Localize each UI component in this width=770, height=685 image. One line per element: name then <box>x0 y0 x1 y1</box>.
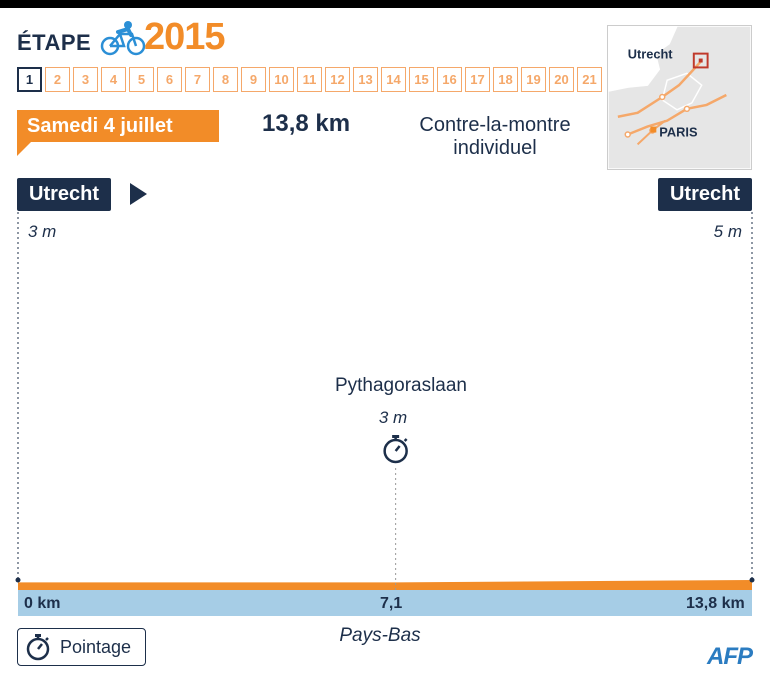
stage-17: 17 <box>465 67 490 92</box>
start-arrow-icon <box>130 183 147 205</box>
tick-label-finish: 13,8 km <box>686 595 745 612</box>
date-banner-tail <box>17 142 31 156</box>
stage-distance: 13,8 km <box>262 110 351 137</box>
start-altitude: 3 m <box>28 222 57 241</box>
year-label: 2015 <box>144 16 226 58</box>
legend-pointage-label: Pointage <box>60 636 132 657</box>
stage-18: 18 <box>493 67 518 92</box>
stage-2: 2 <box>45 67 70 92</box>
stage-1: 1 <box>17 67 42 92</box>
map-start-city: Utrecht <box>628 47 674 62</box>
afp-logo: AFP <box>707 643 753 670</box>
tick-label-start: 0 km <box>24 595 61 612</box>
distance-bar <box>18 590 752 616</box>
stopwatch-icon <box>26 634 50 661</box>
finish-point <box>749 577 755 583</box>
stage-type-line2: individuel <box>453 137 537 159</box>
stage-8: 8 <box>213 67 238 92</box>
stage-14: 14 <box>381 67 406 92</box>
stage-selector: 1 2 3 4 5 6 7 8 9 10 11 12 13 14 15 16 17 18 19 20 21 <box>17 67 602 92</box>
stage-type-line1: Contre-la-montre <box>419 114 571 136</box>
locator-map: Utrecht PARIS <box>607 25 752 170</box>
finish-altitude: 5 m <box>713 222 742 241</box>
stage-type: Contre-la-montre individuel <box>390 114 600 160</box>
stage-13: 13 <box>353 67 378 92</box>
stage-10: 10 <box>269 67 294 92</box>
stage-16: 16 <box>437 67 462 92</box>
checkpoint-altitude: 3 m <box>378 408 408 427</box>
legend: Pointage <box>17 628 146 666</box>
start-point <box>15 577 21 583</box>
etape-label: ÉTAPE <box>17 30 92 55</box>
date-banner: Samedi 4 juillet <box>17 110 219 142</box>
start-city-label: Utrecht <box>17 178 112 211</box>
elevation-area <box>18 580 752 590</box>
finish-city-label: Utrecht <box>657 178 752 211</box>
stage-15: 15 <box>409 67 434 92</box>
stage-5: 5 <box>129 67 154 92</box>
map-capital: PARIS <box>659 124 698 139</box>
top-bar <box>0 0 770 8</box>
stage-11: 11 <box>297 67 322 92</box>
stage-4: 4 <box>101 67 126 92</box>
stage-7: 7 <box>185 67 210 92</box>
stage-19: 19 <box>521 67 546 92</box>
stage-20: 20 <box>549 67 574 92</box>
stage-6: 6 <box>157 67 182 92</box>
stopwatch-icon <box>383 435 408 464</box>
stage-12: 12 <box>325 67 350 92</box>
country-label: Pays-Bas <box>339 625 421 646</box>
stage-3: 3 <box>73 67 98 92</box>
stage-21: 21 <box>577 67 602 92</box>
tick-label-checkpoint: 7,1 <box>380 595 403 612</box>
checkpoint-name: Pythagoraslaan <box>334 375 468 396</box>
stage-9: 9 <box>241 67 266 92</box>
cyclist-icon <box>100 21 146 56</box>
